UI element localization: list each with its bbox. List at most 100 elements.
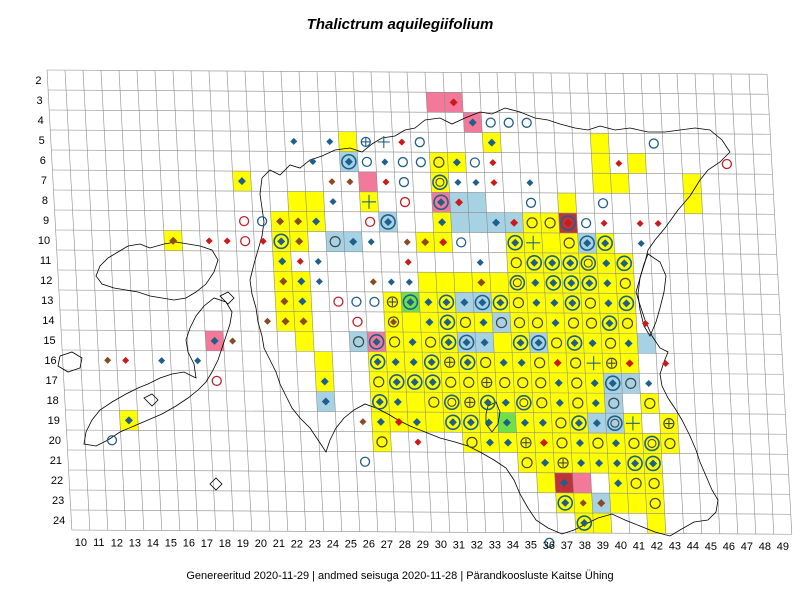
grid-cell-yellow xyxy=(522,212,542,233)
blue-diamond-marker xyxy=(534,338,543,347)
blue-diamond-marker xyxy=(448,418,457,427)
blue-diamond-marker xyxy=(502,418,511,427)
grid-cell-lightblue xyxy=(621,373,641,394)
x-axis-label: 32 xyxy=(471,539,483,551)
blue-diamond-marker xyxy=(478,298,487,307)
open-circle-marker xyxy=(387,316,400,328)
blue-ring-marker xyxy=(480,394,496,411)
blue-diamond-marker xyxy=(483,398,492,407)
open-circle-marker xyxy=(352,336,365,348)
blue-ring-marker xyxy=(557,495,574,511)
x-axis-label: 42 xyxy=(651,540,663,552)
grid-vline xyxy=(658,73,685,534)
grid-vline xyxy=(460,72,487,533)
blue-diamond-marker xyxy=(392,377,401,386)
blue-ring-marker xyxy=(341,153,357,170)
grid-hline xyxy=(62,349,783,355)
blue-diamond-marker xyxy=(487,138,496,147)
blue-diamond-marker xyxy=(608,379,617,388)
plus-marker xyxy=(362,194,377,209)
open-circle-marker xyxy=(536,397,548,409)
open-circle-marker xyxy=(499,376,511,389)
x-axis-label: 29 xyxy=(417,539,429,551)
grid-cell-yellow xyxy=(644,473,664,494)
grid-cell-lightblue xyxy=(637,333,657,354)
y-axis-label: 19 xyxy=(48,415,60,427)
blue-diamond-marker xyxy=(381,158,389,166)
grid-cell-lightblue xyxy=(325,231,345,252)
red-diamond-marker xyxy=(489,159,497,167)
blue-diamond-marker xyxy=(321,397,330,406)
x-axis-label: 28 xyxy=(399,539,411,551)
x-axis-label: 39 xyxy=(597,540,609,552)
y-axis-label: 17 xyxy=(45,375,57,387)
blue-diamond-marker xyxy=(631,459,640,468)
red-diamond-marker xyxy=(394,417,403,426)
y-axis-label: 14 xyxy=(42,315,54,327)
blue-diamond-marker xyxy=(551,318,560,327)
grid-hline xyxy=(53,189,774,195)
red-diamond-marker xyxy=(455,198,464,207)
blue-ring-marker xyxy=(516,394,532,411)
grid-vline xyxy=(640,73,667,534)
blue-diamond-marker xyxy=(124,416,133,425)
grid-cell-yellow xyxy=(590,133,610,154)
x-axis-label: 30 xyxy=(435,539,447,551)
grid-vline xyxy=(442,72,469,533)
x-axis-label: 21 xyxy=(273,538,285,550)
open-circle-marker xyxy=(512,297,525,309)
grid-cell-yellow xyxy=(462,432,482,453)
blue-diamond-marker xyxy=(585,279,594,288)
blue-ring-marker xyxy=(560,215,576,231)
grid-cell-yellow xyxy=(660,433,680,454)
brown-diamond-marker xyxy=(328,178,336,186)
grid-cell-yellow xyxy=(508,292,528,313)
red-diamond-marker xyxy=(259,237,267,245)
x-axis-label: 49 xyxy=(777,541,789,553)
open-circle-marker xyxy=(495,316,508,329)
blue-diamond-marker xyxy=(210,336,219,345)
border-south xyxy=(397,419,709,537)
grid-cell-pink xyxy=(358,171,378,192)
red-diamond-marker xyxy=(490,179,498,187)
blue-circle-marker xyxy=(521,117,532,128)
blue-diamond-marker xyxy=(460,298,469,307)
occurrence-symbols xyxy=(104,98,733,548)
open-circle-marker xyxy=(466,436,478,448)
grid-cell-yellow xyxy=(429,152,449,173)
blue-diamond-marker xyxy=(442,298,451,307)
grid-vline xyxy=(154,70,181,531)
open-circle-marker xyxy=(630,477,642,489)
grid-cell-yellow xyxy=(627,493,647,514)
x-axis-label: 16 xyxy=(183,538,195,550)
blue-ring-marker xyxy=(526,255,543,271)
grid-cell-yellow xyxy=(547,332,567,353)
island-small-4 xyxy=(219,291,235,305)
open-circle-marker xyxy=(534,357,546,369)
open-circle-marker xyxy=(444,356,456,368)
grid-cell-yellow xyxy=(682,173,702,194)
open-circle-marker xyxy=(592,437,604,449)
x-axis-label: 46 xyxy=(723,541,735,553)
open-circle-marker xyxy=(619,277,631,289)
blue-diamond-marker xyxy=(645,379,653,387)
blue-ring-marker xyxy=(563,275,580,291)
blue-ring-marker xyxy=(372,394,388,410)
island-small-3 xyxy=(143,393,159,407)
y-axis-label: 3 xyxy=(36,95,42,107)
blue-ring-marker xyxy=(581,275,598,291)
y-axis-label: 8 xyxy=(42,195,48,207)
blue-diamond-marker xyxy=(376,417,385,426)
red-circle-marker xyxy=(352,316,363,327)
blue-ring-marker xyxy=(545,275,562,291)
grid-vline xyxy=(82,70,109,531)
grid-cell-yellow xyxy=(592,513,612,534)
blue-diamond-marker xyxy=(438,218,447,227)
blue-diamond-marker xyxy=(462,338,471,347)
grid-cell-yellow xyxy=(476,352,496,373)
grid-cell-yellow xyxy=(455,312,476,333)
grid-cell-yellow xyxy=(626,473,646,494)
y-axis-label: 13 xyxy=(41,295,53,307)
blue-diamond-marker xyxy=(624,339,633,348)
blue-ring-marker xyxy=(645,455,661,472)
